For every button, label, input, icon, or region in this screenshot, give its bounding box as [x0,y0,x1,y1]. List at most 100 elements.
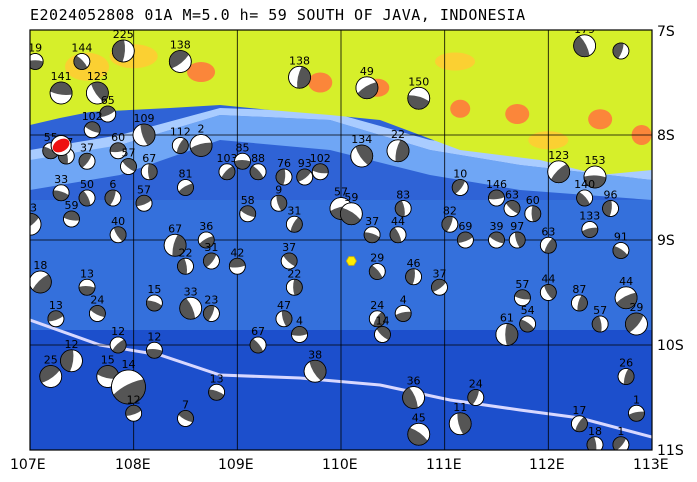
focal-mechanism[interactable]: 25 [39,354,63,388]
focal-mechanism[interactable]: 46 [405,257,422,286]
focal-mechanism[interactable]: 7 [177,399,194,427]
focal-mechanism[interactable]: 15 [145,283,163,312]
focal-mechanism[interactable]: 44 [539,273,557,301]
main-event-mechanism[interactable] [50,135,72,156]
focal-mechanism[interactable]: 31 [203,241,220,270]
focal-mechanism[interactable]: 150 [407,75,431,110]
focal-mechanism[interactable]: 97 [508,220,526,249]
focal-mechanism[interactable]: 37 [363,215,381,244]
focal-mechanism[interactable] [612,42,630,60]
focal-mechanism[interactable]: 22 [386,128,410,163]
focal-mechanism[interactable]: 67 [249,325,267,354]
focal-mechanism[interactable]: 138 [168,39,192,73]
focal-mechanism[interactable]: 4 [291,315,308,343]
focal-mechanism[interactable]: 96 [602,189,619,217]
focal-mechanism[interactable]: 17 [571,404,588,433]
focal-mechanism[interactable]: 36 [402,375,425,409]
focal-mechanism[interactable]: 2 [189,123,213,157]
focal-mechanism[interactable]: 11 [448,401,472,436]
focal-mechanism[interactable]: 112 [170,126,191,154]
focal-mechanism[interactable]: 60 [109,131,127,160]
focal-mechanism[interactable]: 12 [60,338,83,373]
focal-mechanism[interactable]: 23 [203,294,220,322]
focal-mechanism[interactable]: 57 [514,278,531,307]
focal-mechanism[interactable]: 38 [303,348,327,383]
focal-mechanism[interactable]: 138 [288,54,311,89]
focal-mechanism[interactable]: 57 [135,183,153,212]
focal-mechanism[interactable]: 81 [177,168,194,196]
focal-mechanism[interactable]: 24 [467,378,485,406]
focal-mechanism[interactable]: 83 [394,189,412,217]
focal-mechanism[interactable]: 22 [177,246,194,275]
focal-mechanism[interactable]: 22 [285,267,303,296]
focal-mechanism[interactable]: 144 [71,42,92,70]
focal-mechanism[interactable]: 33 [19,201,42,236]
focal-mechanism[interactable]: 63 [539,225,557,254]
focal-mechanism[interactable]: 141 [49,70,73,105]
focal-mechanism[interactable]: 31 [285,204,303,233]
focal-mechanism[interactable]: 13 [47,299,65,328]
focal-mechanism[interactable]: 47 [275,299,293,328]
focal-mechanism[interactable]: 133 [579,210,600,238]
focal-mechanism[interactable]: 146 [486,178,507,207]
focal-mechanism[interactable]: 134 [350,133,374,168]
focal-mechanism[interactable]: 12 [109,325,127,354]
focal-mechanism[interactable]: 59 [339,191,363,226]
focal-mechanism[interactable]: 76 [275,157,293,186]
focal-mechanism[interactable]: 59 [63,199,80,228]
focal-mechanism[interactable]: 39 [488,220,505,249]
focal-mechanism[interactable]: 91 [612,231,630,259]
focal-mechanism[interactable]: 67 [163,222,187,257]
focal-mechanism[interactable]: 88 [249,152,267,181]
focal-mechanism[interactable]: 57 [120,147,137,175]
focal-mechanism[interactable]: 109 [132,112,156,147]
focal-mechanism[interactable]: 14 [111,358,146,405]
focal-mechanism[interactable]: 24 [88,294,106,322]
focal-mechanism[interactable]: 26 [617,357,635,385]
focal-mechanism[interactable]: 54 [519,304,536,333]
focal-mechanism[interactable]: 60 [524,194,542,223]
focal-mechanism[interactable]: 44 [389,215,407,244]
focal-mechanism[interactable]: 42 [228,246,246,275]
focal-mechanism[interactable]: 103 [216,152,237,181]
focal-mechanism[interactable]: 36 [197,220,215,249]
focal-mechanism[interactable]: 45 [407,411,431,446]
focal-mechanism[interactable]: 65 [99,94,117,123]
focal-mechanism[interactable]: 49 [355,65,379,100]
focal-mechanism[interactable]: 58 [239,194,257,223]
focal-mechanism[interactable]: 50 [78,178,96,207]
focal-mechanism[interactable]: 82 [441,204,459,233]
focal-mechanism[interactable]: 1 [628,393,645,422]
focal-mechanism[interactable]: 13 [78,267,96,296]
focal-mechanism[interactable]: 85 [234,141,251,170]
focal-mechanism[interactable]: 37 [280,241,298,270]
focal-mechanism[interactable]: 24 [368,299,386,328]
focal-mechanism[interactable]: 37 [78,141,96,170]
focal-mechanism[interactable]: 57 [591,304,609,333]
focal-mechanism[interactable]: 33 [52,173,70,202]
focal-mechanism[interactable]: 18 [586,425,604,453]
focal-mechanism[interactable]: 153 [583,154,607,189]
focal-mechanism[interactable]: 12 [125,393,143,422]
focal-mechanism[interactable]: 29 [625,301,648,336]
focal-mechanism[interactable]: 10 [451,168,469,196]
focal-mechanism[interactable]: 1 [612,425,630,453]
focal-mechanism[interactable]: 123 [85,70,109,105]
focal-mechanism[interactable]: 19 [27,42,44,70]
focal-mechanism[interactable]: 18 [29,259,52,294]
focal-mechanism[interactable]: 13 [208,372,226,401]
focal-mechanism[interactable]: 61 [495,312,519,346]
focal-mechanism[interactable]: 33 [179,285,203,320]
focal-mechanism[interactable]: 102 [82,110,103,139]
focal-mechanism[interactable]: 4 [394,294,412,322]
focal-mechanism[interactable]: 123 [547,149,571,184]
focal-mechanism[interactable]: 40 [109,215,127,244]
focal-mechanism[interactable]: 12 [145,330,163,359]
focal-mechanism[interactable]: 87 [571,283,588,312]
focal-mechanism[interactable]: 63 [503,189,521,217]
focal-mechanism[interactable]: 14 [374,315,391,343]
focal-mechanism[interactable]: 29 [368,252,386,280]
focal-mechanism[interactable]: 102 [310,152,331,181]
focal-mechanism[interactable]: 44 [614,275,638,310]
focal-mechanism[interactable]: 6 [104,178,122,207]
